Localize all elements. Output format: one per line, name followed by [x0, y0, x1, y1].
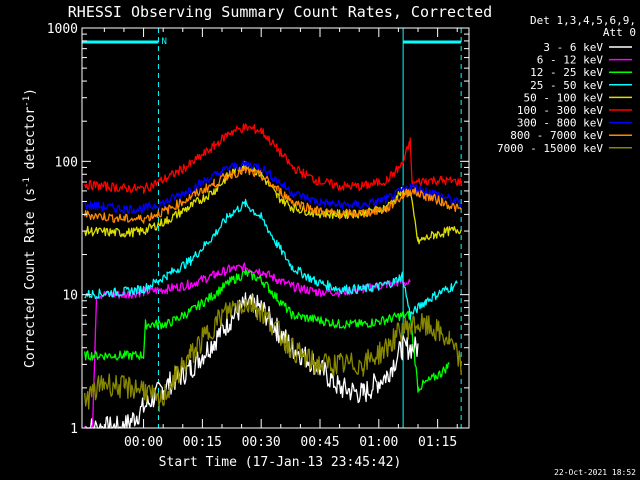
legend-label: 100 - 300 keV — [517, 104, 603, 117]
x-tick-label: 00:30 — [242, 435, 281, 450]
legend-label: 25 - 50 keV — [530, 79, 603, 92]
chart-title: RHESSI Observing Summary Count Rates, Co… — [68, 3, 492, 21]
y-axis-label: Corrected Count Rate (s-1 detector-1) — [22, 88, 38, 368]
legend-label: 6 - 12 keV — [537, 54, 604, 67]
x-tick-label: 01:00 — [359, 435, 398, 450]
series-lines — [84, 123, 462, 429]
series-line-5 — [84, 123, 462, 194]
y-axis-label-exp-1: -1 — [22, 177, 32, 188]
y-axis-label-main: Corrected Count Rate (s — [23, 188, 38, 368]
legend-label: 50 - 100 keV — [524, 91, 604, 104]
y-tick-label: 100 — [55, 155, 78, 170]
series-line-3 — [84, 198, 458, 320]
legend-label: 12 - 25 keV — [530, 66, 603, 79]
y-axis-label-exp-2: -1 — [22, 96, 32, 107]
plot-axes: 1 10 100 1000 00:00 00:15 00:30 00:45 01:00 01:15 — [47, 22, 470, 450]
legend-label: 3 - 6 keV — [543, 41, 603, 54]
series-line-7 — [84, 166, 462, 224]
series-line-2 — [84, 268, 450, 393]
series-line-4 — [84, 160, 462, 245]
y-axis-label-end: ) — [23, 88, 38, 96]
y-tick-label: 1000 — [47, 22, 78, 37]
x-tick-label: 01:15 — [418, 435, 457, 450]
y-tick-label: 1 — [70, 422, 78, 437]
legend-header-1: Det 1,3,4,5,6,9, — [530, 14, 636, 27]
x-tick-label: 00:15 — [183, 435, 222, 450]
series-line-6 — [84, 159, 462, 215]
legend-header-2: Att 0 — [603, 26, 636, 39]
x-tick-label: 00:45 — [300, 435, 339, 450]
y-axis-label-mid: detector — [23, 107, 38, 178]
legend-label: 800 - 7000 keV — [510, 129, 603, 142]
legend-label: 300 - 800 keV — [517, 117, 603, 130]
series-line-8 — [84, 293, 462, 412]
night-flag-label: N — [161, 37, 166, 47]
legend-label: 7000 - 15000 keV — [497, 142, 603, 155]
plot-frame — [81, 27, 470, 429]
y-tick-label: 10 — [62, 289, 78, 304]
x-axis-label: Start Time (17-Jan-13 23:45:42) — [159, 455, 402, 470]
timestamp: 22-Oct-2021 18:52 — [554, 468, 636, 477]
x-tick-label: 00:00 — [124, 435, 163, 450]
